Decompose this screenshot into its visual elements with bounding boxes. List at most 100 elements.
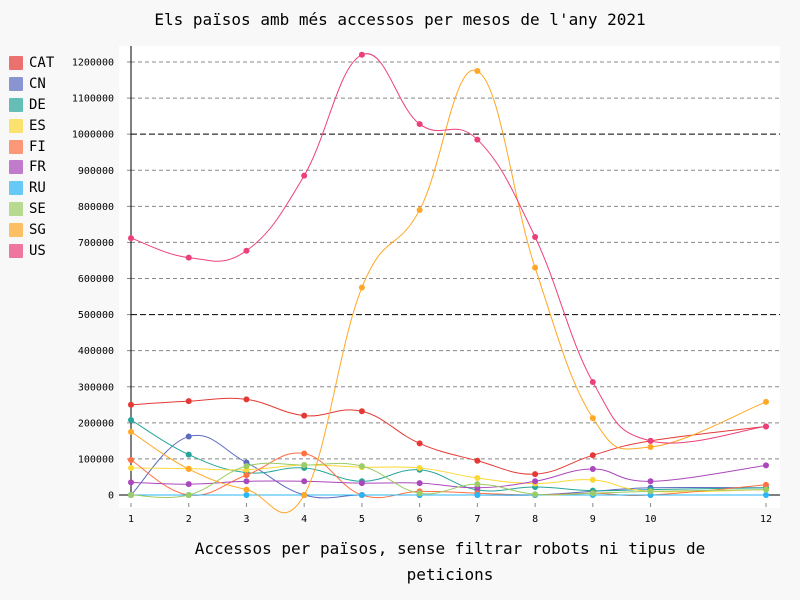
y-tick-label: 300000 bbox=[78, 382, 114, 393]
data-point-sg bbox=[474, 68, 481, 75]
y-tick-label: 900000 bbox=[78, 166, 114, 177]
data-point-us bbox=[474, 136, 481, 143]
data-point-sg bbox=[185, 466, 192, 473]
data-point-fr bbox=[243, 478, 250, 485]
data-point-us bbox=[301, 172, 308, 179]
data-point-se bbox=[358, 463, 365, 470]
data-point-es bbox=[474, 475, 481, 482]
data-point-de bbox=[128, 416, 134, 423]
data-point-us bbox=[763, 423, 769, 430]
data-point-sg bbox=[589, 415, 596, 422]
data-point-ru bbox=[243, 492, 250, 498]
data-point-fi bbox=[301, 450, 308, 457]
data-point-fr bbox=[358, 480, 365, 487]
data-point-sg bbox=[532, 264, 539, 271]
legend-label-de: DE bbox=[29, 96, 46, 113]
legend-swatch-sg bbox=[9, 222, 23, 237]
data-point-fr bbox=[185, 481, 192, 488]
legend-swatch-cn bbox=[9, 77, 23, 92]
data-point-fi bbox=[763, 481, 769, 488]
y-tick-label: 400000 bbox=[78, 346, 114, 357]
data-point-sg bbox=[763, 398, 769, 405]
legend-item-fi[interactable]: FI bbox=[9, 136, 54, 157]
data-point-us bbox=[647, 437, 654, 444]
legend-swatch-se bbox=[9, 201, 23, 216]
legend-item-de[interactable]: DE bbox=[9, 95, 54, 116]
data-point-es bbox=[589, 476, 596, 483]
legend-swatch-fr bbox=[9, 160, 23, 175]
y-tick-label: 600000 bbox=[78, 274, 114, 285]
legend-item-cn[interactable]: CN bbox=[9, 74, 54, 95]
x-tick-label: 2 bbox=[186, 514, 192, 525]
data-point-us bbox=[416, 121, 423, 128]
data-point-fr bbox=[763, 462, 769, 469]
legend-item-ru[interactable]: RU bbox=[9, 178, 54, 199]
data-point-cat bbox=[474, 457, 481, 464]
x-tick-label: 1 bbox=[128, 514, 134, 525]
data-point-se bbox=[185, 492, 192, 498]
data-point-se bbox=[532, 491, 539, 498]
data-point-se bbox=[763, 486, 769, 493]
y-tick-label: 800000 bbox=[78, 202, 114, 213]
data-point-cat bbox=[416, 440, 423, 447]
data-point-fr bbox=[128, 479, 134, 486]
data-point-us bbox=[358, 51, 365, 58]
legend: CAT CN DE ES FI FR RU SE SG US bbox=[9, 53, 54, 261]
data-point-se bbox=[647, 488, 654, 495]
data-point-us bbox=[532, 234, 539, 241]
data-point-cat bbox=[358, 408, 365, 415]
data-point-fr bbox=[647, 478, 654, 485]
legend-item-sg[interactable]: SG bbox=[9, 219, 54, 240]
data-point-sg bbox=[358, 284, 365, 291]
data-point-fr bbox=[532, 478, 539, 485]
data-point-se bbox=[301, 462, 308, 469]
data-point-ru bbox=[358, 492, 365, 498]
legend-label-us: US bbox=[29, 242, 46, 259]
legend-item-es[interactable]: ES bbox=[9, 115, 54, 136]
legend-label-es: ES bbox=[29, 117, 46, 134]
x-tick-label: 5 bbox=[359, 514, 365, 525]
data-point-sg bbox=[647, 444, 654, 451]
data-point-cat bbox=[532, 471, 539, 478]
legend-item-fr[interactable]: FR bbox=[9, 157, 54, 178]
data-point-ru bbox=[474, 492, 481, 498]
data-point-us bbox=[589, 379, 596, 386]
data-point-fr bbox=[589, 466, 596, 473]
legend-label-fr: FR bbox=[29, 159, 46, 176]
data-point-sg bbox=[128, 428, 134, 435]
x-tick-label: 10 bbox=[645, 514, 657, 525]
y-tick-label: 1000000 bbox=[72, 130, 114, 141]
x-axis-label: Accessos per països, sense filtrar robot… bbox=[194, 539, 706, 584]
legend-swatch-de bbox=[9, 97, 23, 112]
legend-item-us[interactable]: US bbox=[9, 240, 54, 261]
data-point-fi bbox=[243, 472, 250, 479]
data-point-cat bbox=[589, 452, 596, 459]
legend-label-ru: RU bbox=[29, 180, 46, 197]
legend-item-se[interactable]: SE bbox=[9, 199, 54, 220]
data-point-ru bbox=[763, 492, 769, 498]
data-point-se bbox=[128, 492, 134, 498]
legend-swatch-es bbox=[9, 118, 23, 133]
y-tick-label: 1100000 bbox=[72, 94, 114, 105]
x-tick-label: 8 bbox=[532, 514, 538, 525]
x-tick-label: 6 bbox=[417, 514, 423, 525]
series-line-es bbox=[130, 464, 767, 493]
y-tick-label: 200000 bbox=[78, 418, 114, 429]
data-point-cn bbox=[185, 433, 192, 440]
x-tick-label: 12 bbox=[760, 514, 772, 525]
x-tick-label: 7 bbox=[474, 514, 480, 525]
data-point-se bbox=[243, 463, 250, 470]
data-point-es bbox=[128, 464, 134, 471]
legend-item-cat[interactable]: CAT bbox=[9, 53, 54, 74]
data-point-sg bbox=[243, 486, 250, 493]
legend-label-se: SE bbox=[29, 200, 46, 217]
legend-swatch-us bbox=[9, 243, 23, 258]
data-point-se bbox=[474, 481, 481, 488]
chart-title: Els països amb més accessos per mesos de… bbox=[154, 10, 646, 29]
series-line-fr bbox=[130, 464, 767, 489]
data-point-us bbox=[128, 235, 134, 242]
y-tick-label: 100000 bbox=[78, 454, 114, 465]
x-tick-label: 4 bbox=[301, 514, 307, 525]
legend-swatch-fi bbox=[9, 139, 23, 154]
